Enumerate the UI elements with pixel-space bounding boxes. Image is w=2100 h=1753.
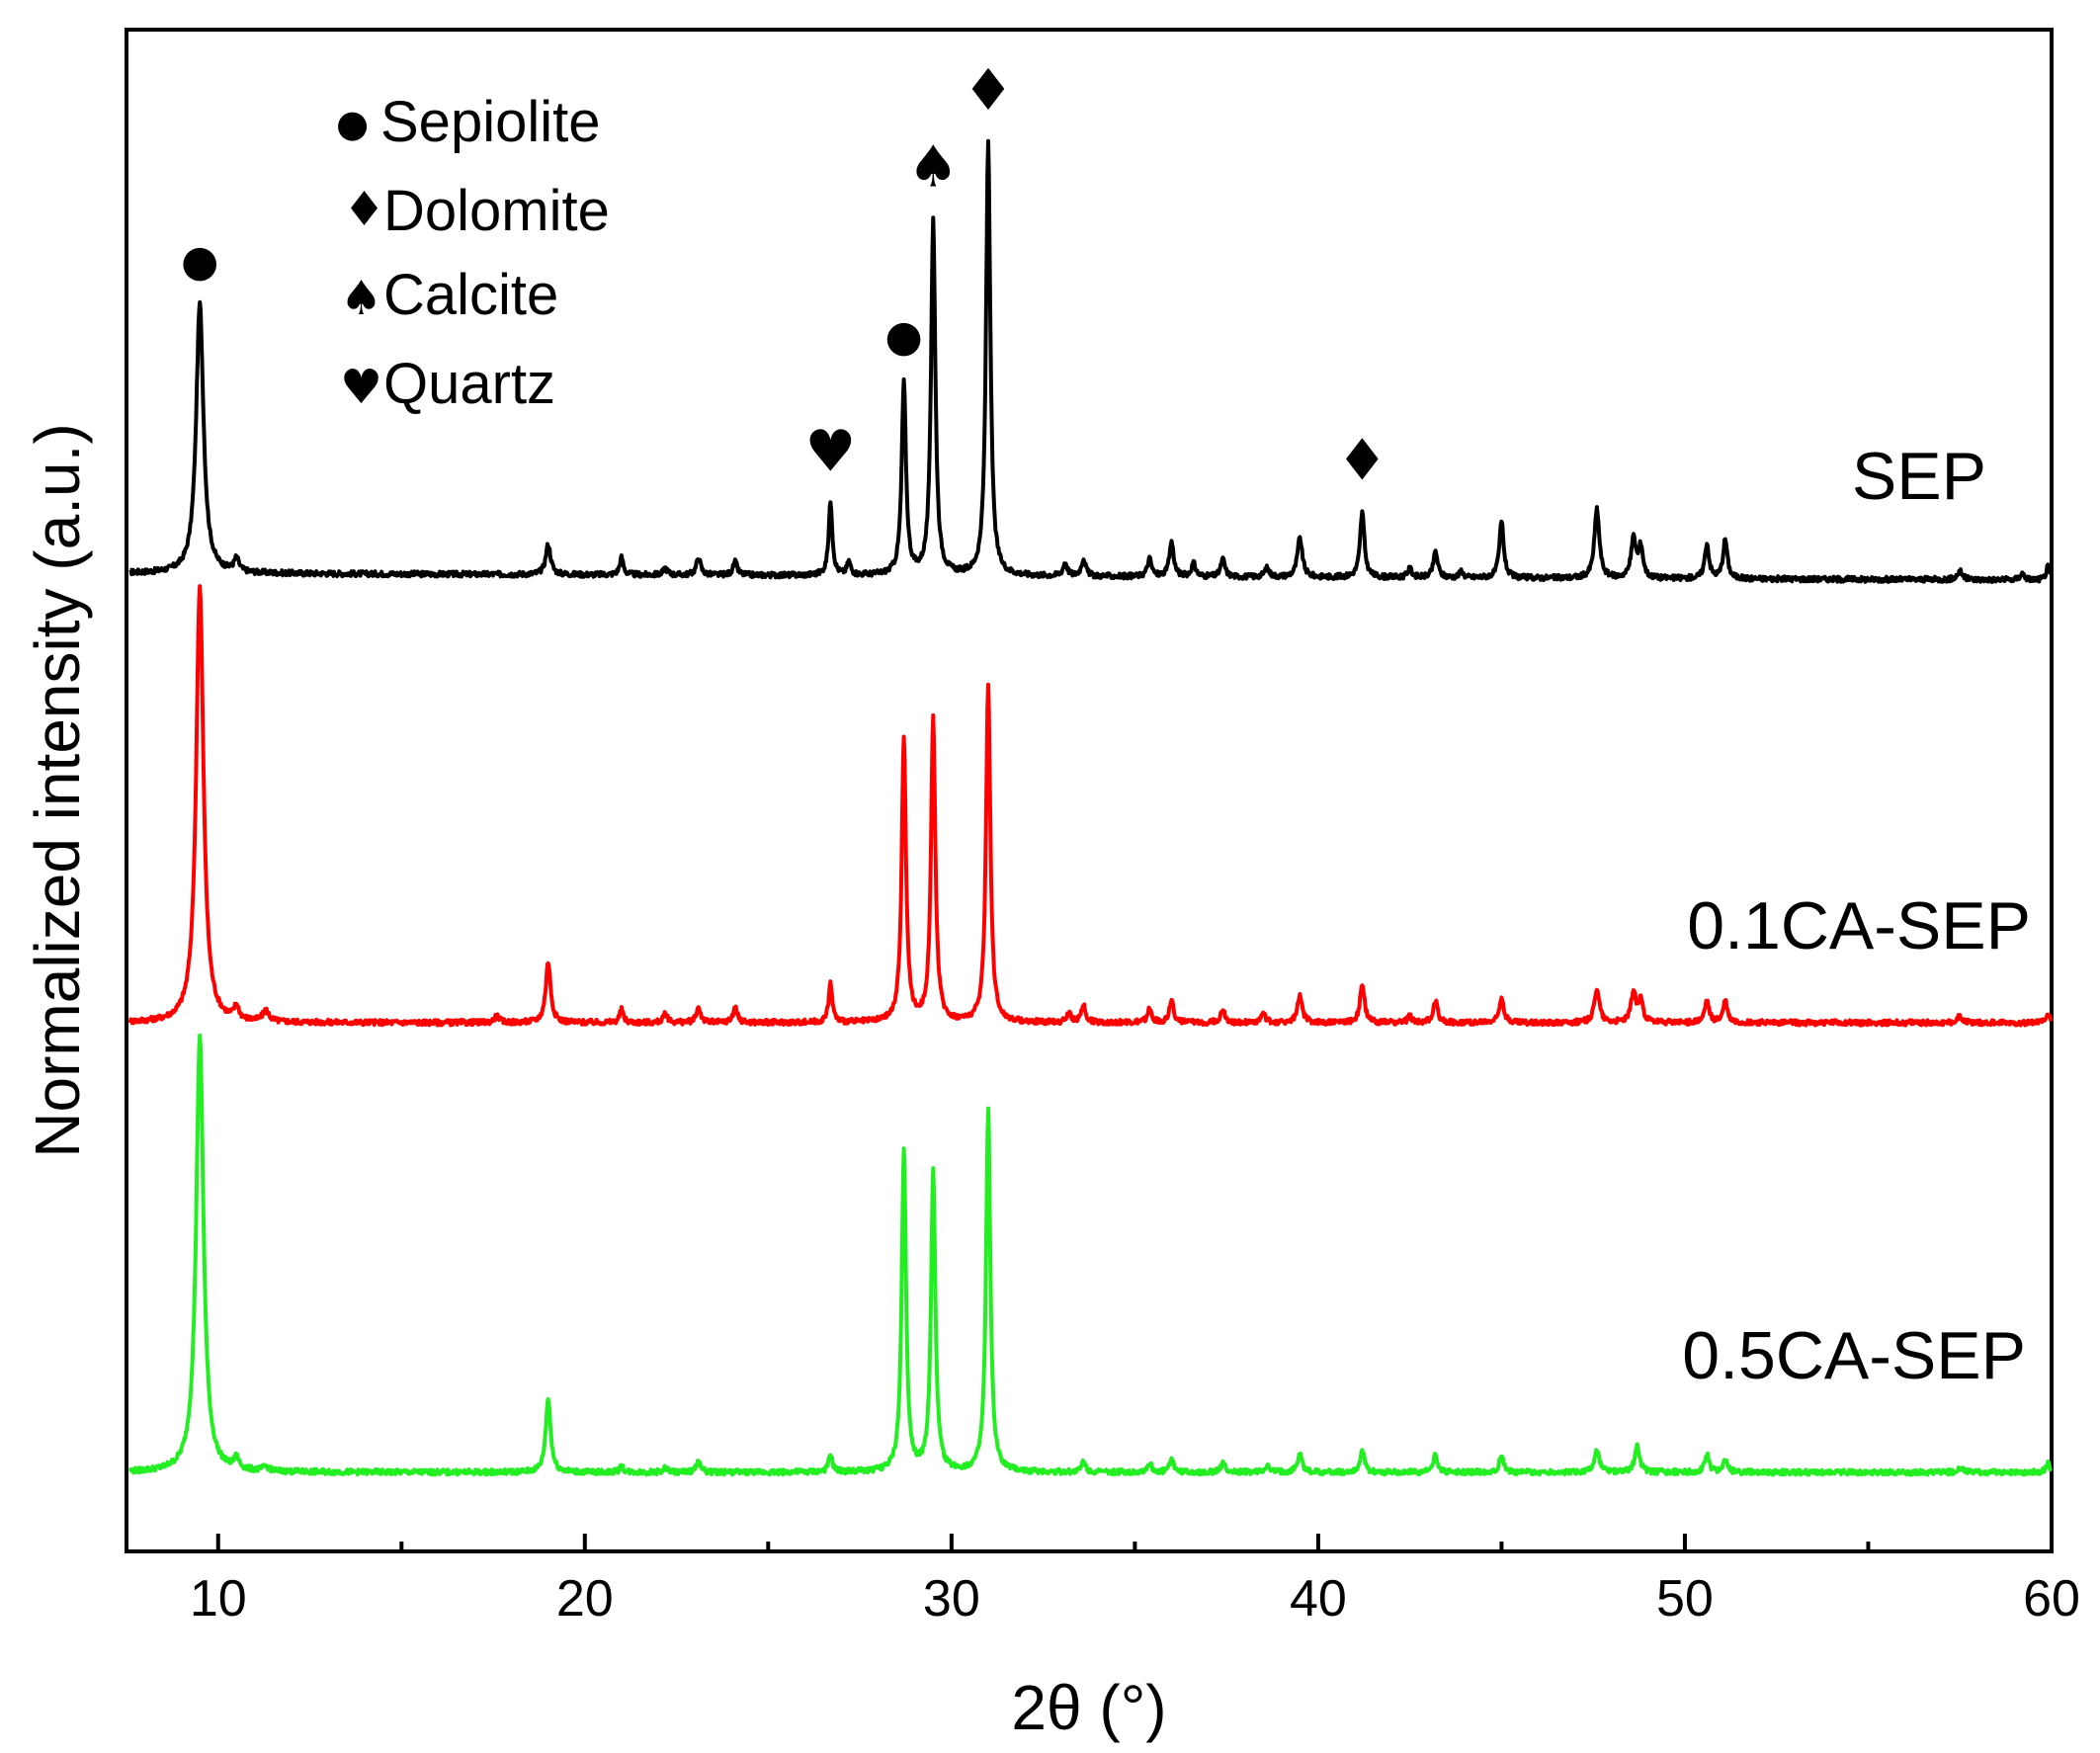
series-label-0-1ca-sep: 0.1CA-SEP [1687,888,2031,963]
legend-dolomite-label: Dolomite [383,179,610,243]
legend-quartz-symbol: ♥ [340,360,382,415]
x-tick-label-20: 20 [556,1570,614,1628]
y-axis-title: Normalized intensity (a.u.) [22,423,93,1157]
legend-dolomite-symbol: ♦ [343,182,385,237]
x-tick-label-40: 40 [1290,1570,1347,1628]
series-layer [127,138,2054,1477]
series-label-0-5ca-sep: 0.5CA-SEP [1682,1318,2026,1393]
series-label-sep: SEP [1852,439,1986,514]
x-tick-label-10: 10 [190,1570,247,1628]
peak-marker-2: ● [884,311,922,362]
x-tick-label-60: 60 [2023,1570,2080,1628]
peak-marker-4: ♦ [963,56,1014,124]
legend-sepiolite-symbol: ● [336,102,369,145]
peak-marker-5: ♦ [1336,427,1387,494]
x-tick-label-50: 50 [1656,1570,1714,1628]
legend-calcite-label: Calcite [383,263,558,327]
x-tick-label-30: 30 [923,1570,980,1628]
legend-quartz-label: Quartz [383,352,555,416]
peak-marker-1: ♥ [804,417,856,484]
legend-sepiolite-label: Sepiolite [380,90,600,154]
legend-calcite-symbol: ♠ [340,271,382,326]
x-axis-title: 2θ (°) [1011,1672,1166,1743]
series-line-0-1ca-sep [127,584,2054,1028]
peak-marker-3: ♠ [907,133,959,201]
annotation-layer: ●♥●♠♦♦ [181,56,1387,494]
series-line-0-5ca-sep [127,1033,2053,1477]
ticks-layer: 10 20 30 40 50 60 [190,1534,2080,1628]
plot-frame [125,28,2054,1553]
legend: ● Sepiolite ♦ Dolomite ♠ Calcite ♥ Quart… [336,90,610,416]
series-line-sep [128,138,2053,585]
peak-marker-0: ● [181,236,218,287]
